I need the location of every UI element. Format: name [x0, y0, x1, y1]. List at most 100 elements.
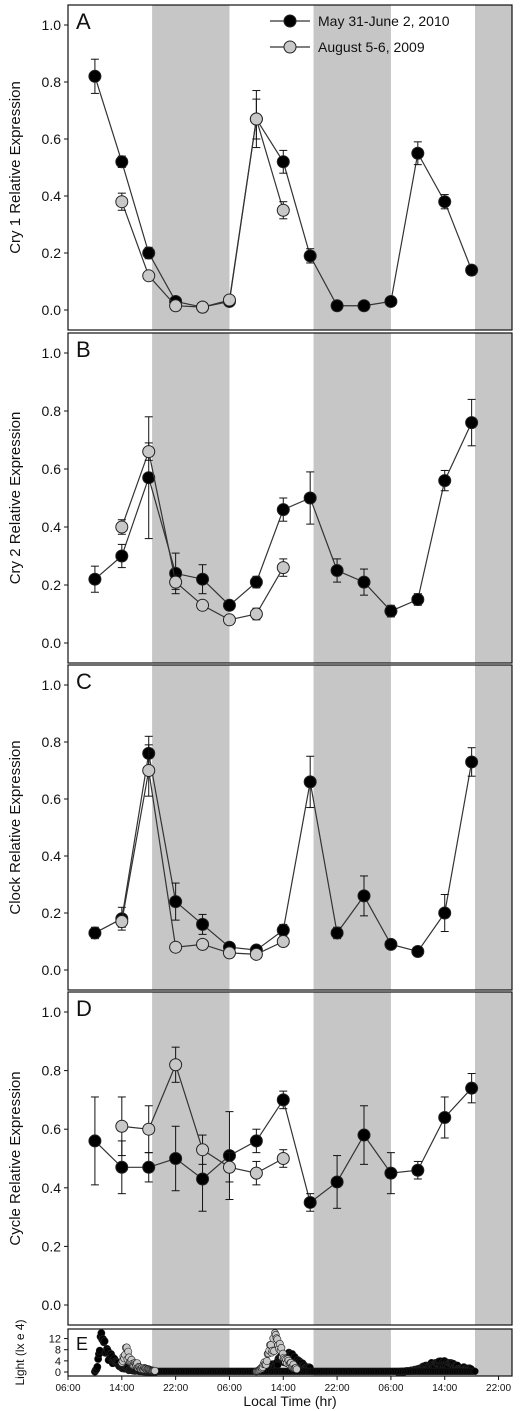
dark-period-band [313, 333, 391, 663]
dark-period-band [152, 333, 230, 663]
light-point [292, 1365, 301, 1374]
data-point [303, 491, 317, 505]
data-point [357, 1128, 371, 1142]
data-point [276, 203, 290, 217]
data-point [169, 575, 183, 589]
y-tick-label: 12 [49, 1334, 61, 1346]
data-point [142, 1122, 156, 1136]
y-tick-label: 0.6 [42, 1121, 62, 1137]
data-point [249, 607, 263, 621]
data-point [384, 1166, 398, 1180]
data-point [276, 923, 290, 937]
dark-period-band [313, 665, 391, 990]
data-point [249, 575, 263, 589]
data-point [276, 155, 290, 169]
data-point [276, 503, 290, 517]
data-point [384, 937, 398, 951]
data-point [276, 561, 290, 575]
data-point [330, 926, 344, 940]
data-point [196, 572, 210, 586]
y-tick-label: 0.2 [42, 245, 62, 261]
data-point [115, 1119, 129, 1133]
data-point [88, 926, 102, 940]
legend-marker [283, 40, 297, 54]
data-point [384, 294, 398, 308]
plot-frame [67, 1328, 513, 1377]
y-tick-label: 0.2 [42, 577, 62, 593]
data-point [249, 112, 263, 126]
data-point [222, 613, 236, 627]
data-point [115, 1160, 129, 1174]
data-point [330, 299, 344, 313]
y-axis-label: Light (lx e 4) [13, 1319, 27, 1385]
light-point [262, 1357, 271, 1366]
x-tick-label: 14:00 [432, 1383, 457, 1394]
data-point [303, 1195, 317, 1209]
y-tick-label: 8 [55, 1345, 61, 1357]
panel-d: 0.0 0.2 0.4 0.6 0.8 1.0 Cycle Relative Express… [7, 991, 513, 1326]
y-tick-label: 0.6 [42, 131, 62, 147]
series-line [94, 753, 473, 953]
y-tick-label: 1.0 [42, 345, 62, 361]
data-point [222, 946, 236, 960]
data-point [222, 598, 236, 612]
plot-frame [67, 332, 513, 664]
data-point [196, 937, 210, 951]
y-tick-label: 0.2 [42, 905, 62, 921]
y-tick-label: 0.2 [42, 1238, 62, 1254]
x-tick-label: 14:00 [271, 1383, 296, 1394]
data-point [465, 263, 479, 277]
dark-period-band [475, 5, 512, 330]
dark-period-band [475, 665, 512, 990]
data-point [357, 889, 371, 903]
data-point [465, 416, 479, 430]
data-point [142, 246, 156, 260]
data-point [88, 1134, 102, 1148]
data-point [249, 1166, 263, 1180]
y-tick-label: 0 [55, 1367, 61, 1379]
data-point [142, 764, 156, 777]
data-point [249, 1134, 263, 1148]
x-tick-label: 06:00 [378, 1383, 403, 1394]
y-tick-label: 1.0 [42, 677, 62, 693]
panel-letter: A [76, 9, 91, 34]
data-point [303, 249, 317, 263]
x-tick-label: 14:00 [109, 1383, 134, 1394]
data-point [384, 604, 398, 618]
y-tick-label: 0.4 [42, 848, 62, 864]
panel-letter: E [76, 1334, 88, 1354]
data-point [411, 944, 425, 958]
y-axis-label: Clock Relative Expression [7, 740, 24, 914]
dark-period-band [152, 992, 230, 1325]
data-point [196, 1143, 210, 1157]
data-point [438, 1110, 452, 1124]
data-point [142, 1160, 156, 1174]
legend-marker [283, 14, 297, 28]
dark-period-band [152, 5, 230, 330]
data-point [115, 520, 129, 534]
data-point [196, 598, 210, 612]
panel-letter: C [76, 669, 92, 694]
data-point [438, 474, 452, 488]
dark-period-band [475, 992, 512, 1325]
data-point [465, 1081, 479, 1095]
y-axis-label: Cry 1 Relative Expression [7, 81, 24, 254]
data-point [169, 1058, 183, 1072]
data-point [115, 195, 129, 209]
panel-b: 0.0 0.2 0.4 0.6 0.8 1.0 Cry 2 Relative Express… [7, 332, 513, 664]
x-tick-label: 22:00 [163, 1383, 188, 1394]
data-point [142, 269, 156, 283]
panel-letter: D [76, 996, 92, 1021]
light-point [151, 1366, 159, 1375]
data-point [196, 917, 210, 931]
data-point [142, 445, 156, 459]
x-tick-label: 06:00 [55, 1383, 80, 1394]
data-point [357, 299, 371, 313]
data-point [196, 300, 210, 314]
data-point [276, 1152, 290, 1165]
data-point [249, 947, 263, 961]
light-point [471, 1367, 479, 1375]
panel-letter: B [76, 337, 91, 362]
plot-frame [67, 664, 513, 991]
y-tick-label: 0.0 [42, 1297, 62, 1313]
